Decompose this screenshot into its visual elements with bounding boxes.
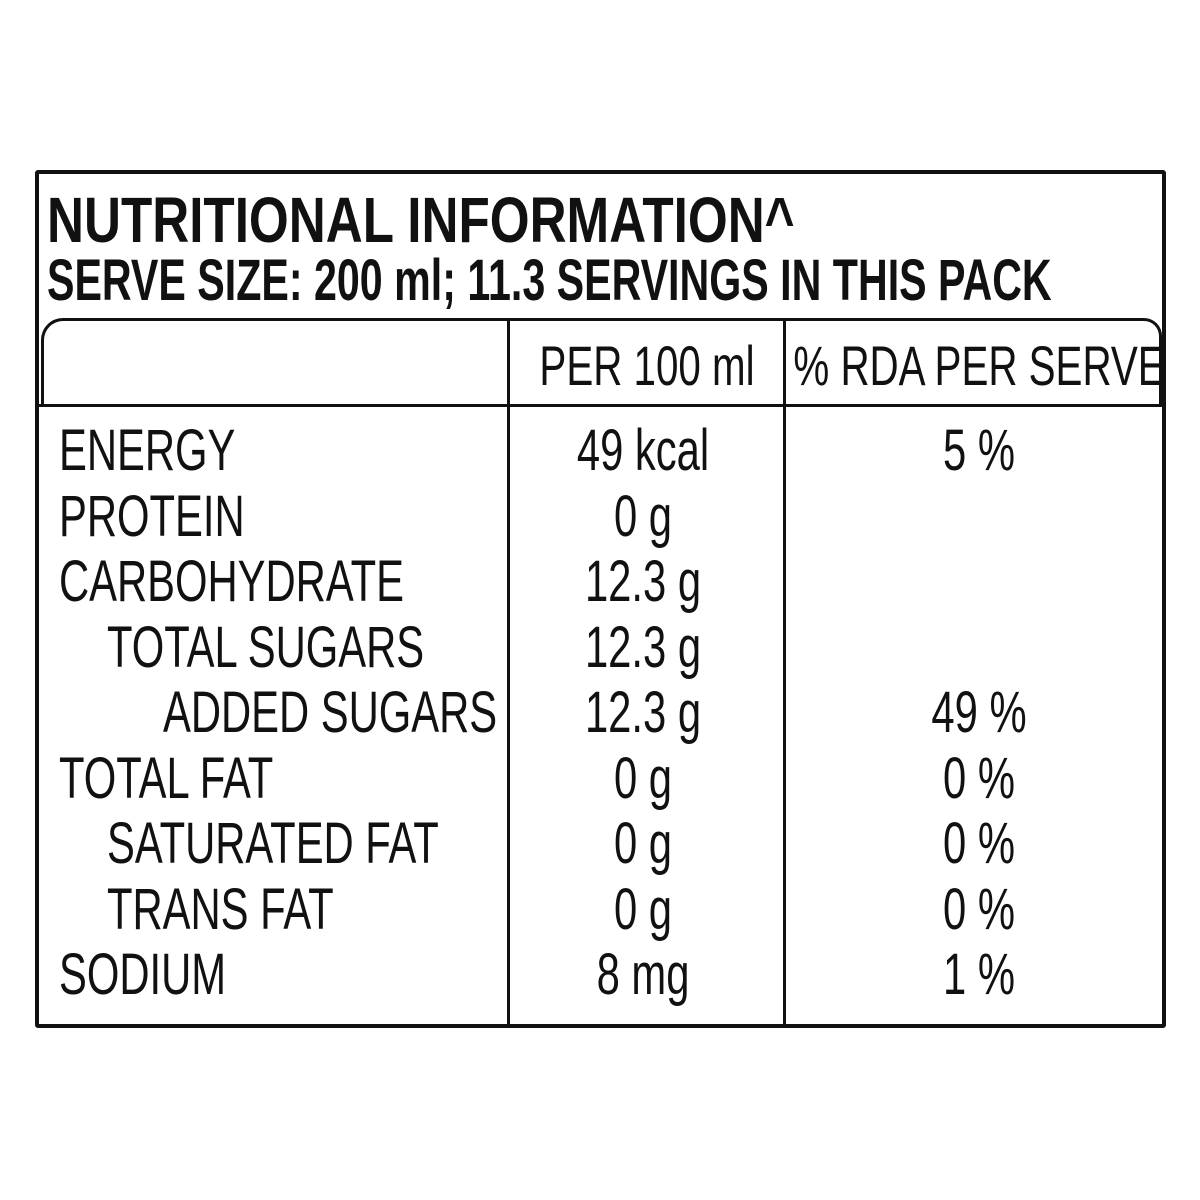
title: NUTRITIONAL INFORMATION^ [47,188,981,252]
per-100ml-value: 12.3 g [562,614,723,680]
nutrient-name-text: ADDED SUGARS [163,680,498,745]
rda-value-text: 5 % [943,418,1015,483]
per-100ml-value-text: 12.3 g [584,614,702,680]
column-header-text: PER 100 ml [539,334,755,397]
title-text: NUTRITIONAL INFORMATION^ [47,184,795,256]
subtitle-text: SERVE SIZE: 200 ml; 11.3 SERVINGS IN THI… [47,248,1052,313]
nutrient-name-text: ENERGY [59,418,236,483]
rda-value: 1 % [929,946,1029,1004]
nutrient-name-text: TRANS FAT [107,876,334,942]
column-divider [507,321,510,1024]
column-divider [783,321,786,1024]
per-100ml-value-text: 0 g [613,876,673,942]
subtitle: SERVE SIZE: 200 ml; 11.3 SERVINGS IN THI… [47,252,1200,310]
nutrient-name-text: SODIUM [59,942,227,1007]
per-100ml-value-text: 0 g [613,745,673,811]
per-100ml-value: 12.3 g [562,553,723,611]
per-100ml-value: 0 g [603,876,684,942]
column-header: % RDA PER SERVE [721,338,1200,394]
header-rule [39,404,1162,407]
rda-value-text: 0 % [943,745,1015,811]
nutrient-name-text: CARBOHYDRATE [59,549,404,614]
per-100ml-value-text: 12.3 g [584,680,702,745]
nutrient-name-text: SATURATED FAT [107,811,439,876]
rda-value: 0 % [929,815,1029,873]
rda-value: 0 % [929,876,1029,942]
rda-value: 5 % [929,422,1029,480]
rda-value: 0 % [929,745,1029,811]
per-100ml-value: 8 mg [579,946,708,1004]
nutrient-name: ENERGY [59,422,304,480]
per-100ml-value-text: 8 mg [596,942,690,1007]
rda-value-text: 49 % [931,680,1027,745]
nutrient-name: TOTAL FAT [59,745,357,811]
nutrient-name: TRANS FAT [107,876,422,942]
per-100ml-value: 0 g [603,745,684,811]
per-100ml-value: 0 g [603,483,684,549]
per-100ml-value: 0 g [603,815,684,873]
rda-value-text: 0 % [943,811,1015,876]
nutrient-name: PROTEIN [59,483,317,549]
nutrient-name: SODIUM [59,946,291,1004]
column-header: PER 100 ml [498,338,797,394]
nutrient-name: SATURATED FAT [107,815,568,873]
per-100ml-value: 49 kcal [551,422,735,480]
nutrient-name-text: PROTEIN [59,483,245,549]
rda-value-text: 1 % [943,942,1015,1007]
per-100ml-value-text: 0 g [613,811,673,876]
nutrient-name-text: TOTAL FAT [59,745,274,811]
rda-value-text: 0 % [943,876,1015,942]
nutrient-name: CARBOHYDRATE [59,553,538,611]
column-header-text: % RDA PER SERVE [793,334,1165,397]
nutrient-name-text: TOTAL SUGARS [107,614,425,680]
nutrient-name: TOTAL SUGARS [107,614,547,680]
rda-value: 49 % [913,684,1045,742]
per-100ml-value-text: 0 g [613,483,673,549]
per-100ml-value-text: 49 kcal [576,418,710,483]
nutrition-panel: NUTRITIONAL INFORMATION^ SERVE SIZE: 200… [35,170,1166,1028]
per-100ml-value-text: 12.3 g [584,549,702,614]
header-box [41,318,1162,405]
per-100ml-value: 12.3 g [562,684,723,742]
nutrient-name: ADDED SUGARS [163,684,627,742]
